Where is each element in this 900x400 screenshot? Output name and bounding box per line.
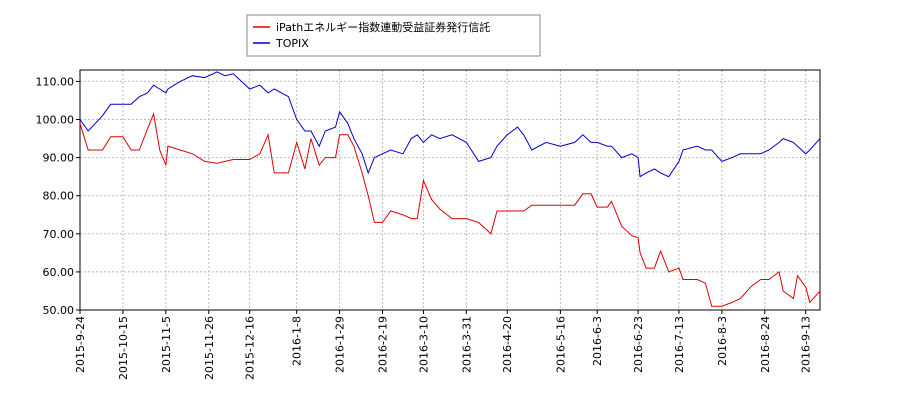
y-tick-label: 60.00 xyxy=(43,266,75,279)
x-tick-label: 2016-2-19 xyxy=(377,316,390,373)
x-tick-label: 2016-6-23 xyxy=(632,316,645,373)
legend: iPathエネルギー指数連動受益証券発行信託 TOPIX xyxy=(246,14,541,57)
x-tick-label: 2015-11-26 xyxy=(203,316,216,380)
x-tick-label: 2016-7-13 xyxy=(673,316,686,373)
legend-label: iPathエネルギー指数連動受益証券発行信託 xyxy=(276,20,490,34)
plot-area xyxy=(80,70,820,310)
x-tick-label: 2016-5-16 xyxy=(554,316,567,373)
x-tick-label: 2016-3-31 xyxy=(460,316,473,373)
y-tick-label: 80.00 xyxy=(43,190,75,203)
x-tick-label: 2015-12-16 xyxy=(244,316,257,380)
x-tick-label: 2016-1-8 xyxy=(291,316,304,366)
series-line xyxy=(79,111,821,307)
x-tick-label: 2016-8-3 xyxy=(716,316,729,366)
y-tick-label: 70.00 xyxy=(43,228,75,241)
x-tick-label: 2015-9-24 xyxy=(74,316,87,373)
x-tick-label: 2016-6-3 xyxy=(591,316,604,366)
y-tick-label: 50.00 xyxy=(43,304,75,317)
legend-label: TOPIX xyxy=(275,37,309,50)
plot-frame xyxy=(79,69,821,311)
y-tick-label: 110.00 xyxy=(36,75,75,88)
series-line xyxy=(79,71,821,178)
x-tick-label: 2016-3-10 xyxy=(417,316,430,373)
x-tick-label: 2016-9-13 xyxy=(800,316,813,373)
x-tick-label: 2016-4-20 xyxy=(501,316,514,373)
legend-box xyxy=(246,14,541,57)
x-tick-label: 2015-11-5 xyxy=(160,316,173,373)
x-tick-label: 2016-8-24 xyxy=(759,316,772,373)
y-tick-label: 90.00 xyxy=(43,152,75,165)
y-tick-label: 100.00 xyxy=(36,114,75,127)
x-tick-label: 2015-10-15 xyxy=(117,316,130,380)
x-tick-label: 2016-1-29 xyxy=(334,316,347,373)
